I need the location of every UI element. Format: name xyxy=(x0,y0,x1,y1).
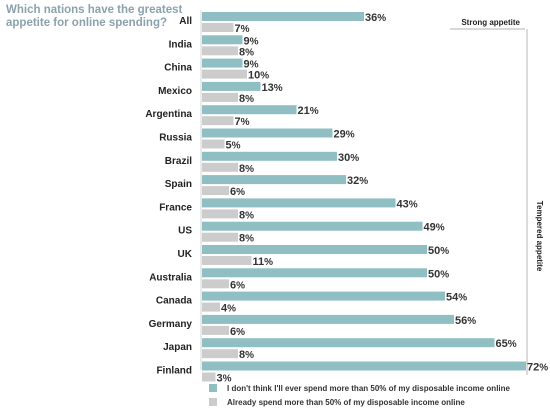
data-label-india-series-1: 9% xyxy=(244,35,259,47)
category-label-australia: Australia xyxy=(149,272,192,283)
data-label-uk-series-1: 50% xyxy=(428,245,449,257)
data-label-spain-series-2: 6% xyxy=(230,186,245,198)
bar-russia-series-1 xyxy=(202,128,333,138)
data-label-germany-series-1: 56% xyxy=(455,315,476,327)
category-label-brazil: Brazil xyxy=(165,156,192,167)
data-label-france-series-1: 43% xyxy=(397,198,418,210)
bar-germany-series-2 xyxy=(202,325,229,335)
bar-canada-series-2 xyxy=(202,302,220,312)
data-label-australia-series-1: 50% xyxy=(428,268,449,280)
legend-swatch-series-2 xyxy=(209,398,217,406)
bar-india-series-1 xyxy=(202,35,243,45)
bar-germany-series-1 xyxy=(202,314,454,324)
data-label-canada-series-2: 4% xyxy=(221,303,236,315)
bar-india-series-2 xyxy=(202,46,238,56)
bar-argentina-series-1 xyxy=(202,105,297,115)
data-label-uk-series-2: 11% xyxy=(253,256,274,268)
data-label-canada-series-1: 54% xyxy=(446,292,467,304)
category-label-japan: Japan xyxy=(163,342,192,353)
category-label-finland: Finland xyxy=(156,366,192,377)
bar-finland-series-1 xyxy=(202,361,526,371)
data-label-finland-series-2: 3% xyxy=(217,373,232,385)
bar-russia-series-2 xyxy=(202,139,225,149)
tempered-appetite-annotation: Tempered appetite xyxy=(535,201,544,272)
strong-appetite-annotation: Strong appetite xyxy=(461,18,520,27)
bar-australia-series-1 xyxy=(202,268,427,278)
data-label-india-series-2: 8% xyxy=(239,46,254,58)
data-label-japan-series-1: 65% xyxy=(496,338,517,350)
data-label-brazil-series-1: 30% xyxy=(338,152,359,164)
category-label-russia: Russia xyxy=(159,133,192,144)
bar-spain-series-2 xyxy=(202,186,229,196)
category-label-uk: UK xyxy=(178,249,193,260)
bar-france-series-2 xyxy=(202,209,238,219)
data-label-spain-series-1: 32% xyxy=(347,175,368,187)
category-label-mexico: Mexico xyxy=(158,86,192,97)
bar-mexico-series-2 xyxy=(202,92,238,102)
data-label-russia-series-2: 5% xyxy=(226,140,241,152)
legend: I don't think I'll ever spend more than … xyxy=(209,384,511,407)
bar-uk-series-1 xyxy=(202,245,427,254)
data-label-us-series-2: 8% xyxy=(239,233,254,245)
data-label-argentina-series-1: 21% xyxy=(298,105,319,117)
data-label-mexico-series-2: 8% xyxy=(239,93,254,105)
category-label-argentina: Argentina xyxy=(145,109,192,120)
data-label-brazil-series-2: 8% xyxy=(239,163,254,175)
bar-spain-series-1 xyxy=(202,175,346,185)
bar-all-series-1 xyxy=(202,12,364,21)
data-label-argentina-series-2: 7% xyxy=(235,116,250,128)
category-label-spain: Spain xyxy=(165,179,192,190)
category-label-france: France xyxy=(159,202,192,213)
category-label-china: China xyxy=(164,63,192,74)
legend-label-series-2: Already spend more than 50% of my dispos… xyxy=(227,398,465,407)
data-label-japan-series-2: 8% xyxy=(239,349,254,361)
data-label-china-series-1: 9% xyxy=(244,59,259,71)
bar-china-series-1 xyxy=(202,58,243,68)
bar-japan-series-1 xyxy=(202,338,495,348)
bar-australia-series-2 xyxy=(202,279,229,289)
data-label-all-series-2: 7% xyxy=(235,23,250,35)
legend-swatch-series-1 xyxy=(209,384,217,392)
category-label-india: India xyxy=(169,39,193,50)
bar-finland-series-2 xyxy=(202,372,216,382)
data-label-russia-series-1: 29% xyxy=(334,129,355,141)
bar-uk-series-2 xyxy=(202,256,252,265)
legend-label-series-1: I don't think I'll ever spend more than … xyxy=(227,384,511,393)
category-label-canada: Canada xyxy=(156,296,193,307)
data-label-mexico-series-1: 13% xyxy=(262,82,283,94)
chart-title: Which nations have the greatest appetite… xyxy=(6,4,183,29)
bar-all-series-2 xyxy=(202,23,234,32)
category-label-germany: Germany xyxy=(149,319,193,330)
bar-canada-series-1 xyxy=(202,291,445,301)
bar-us-series-1 xyxy=(202,221,423,231)
bar-brazil-series-2 xyxy=(202,162,238,172)
bar-france-series-1 xyxy=(202,198,396,208)
category-label-us: US xyxy=(178,226,192,237)
bar-mexico-series-1 xyxy=(202,81,261,91)
bar-brazil-series-1 xyxy=(202,151,337,161)
data-label-france-series-2: 8% xyxy=(239,209,254,221)
bar-argentina-series-2 xyxy=(202,116,234,126)
bar-china-series-2 xyxy=(202,69,247,79)
category-label-all: All xyxy=(179,16,192,27)
data-label-australia-series-2: 6% xyxy=(230,279,245,291)
data-label-us-series-1: 49% xyxy=(424,222,445,234)
data-label-germany-series-2: 6% xyxy=(230,326,245,338)
bar-japan-series-2 xyxy=(202,349,238,359)
data-label-china-series-2: 10% xyxy=(248,70,269,82)
bar-us-series-2 xyxy=(202,232,238,242)
data-label-finland-series-1: 72% xyxy=(527,362,548,374)
data-label-all-series-1: 36% xyxy=(365,12,386,24)
